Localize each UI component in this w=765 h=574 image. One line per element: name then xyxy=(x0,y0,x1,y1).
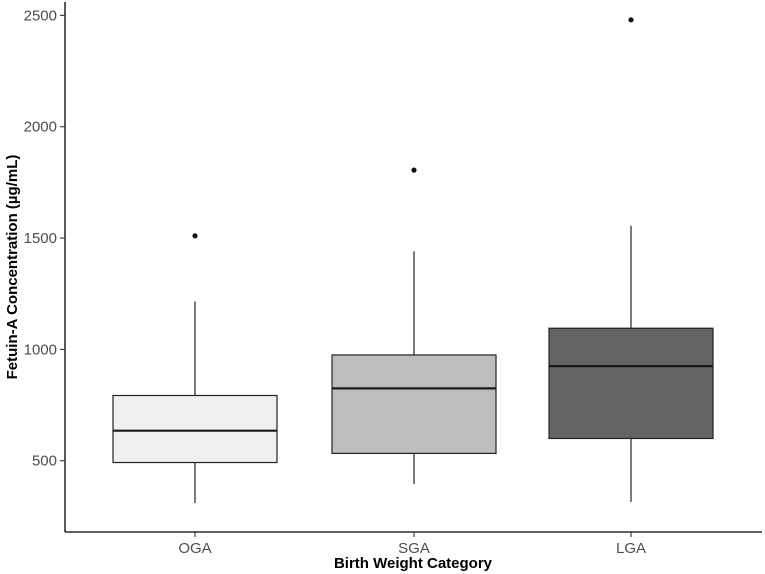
plot-area xyxy=(112,17,714,504)
box-lga xyxy=(548,17,714,502)
y-tick-label: 1000 xyxy=(24,341,57,358)
box-oga xyxy=(112,233,278,504)
y-axis-ticks: 500 1000 1500 2000 2500 xyxy=(24,7,65,470)
x-axis-ticks: OGA SGA LGA xyxy=(178,532,646,557)
box-sga xyxy=(331,167,497,485)
y-tick-label: 2000 xyxy=(24,119,57,136)
box-body xyxy=(112,394,278,464)
outlier-point xyxy=(628,17,634,23)
x-tick-label: LGA xyxy=(616,540,646,557)
y-tick-label: 2500 xyxy=(24,7,57,24)
x-tick-label: OGA xyxy=(178,540,211,557)
outlier-point xyxy=(411,167,417,173)
y-tick-label: 1500 xyxy=(24,230,57,247)
x-axis-title: Birth Weight Category xyxy=(334,555,493,572)
y-tick-label: 500 xyxy=(32,453,57,470)
box-body xyxy=(331,354,497,454)
x-tick-label: SGA xyxy=(398,540,430,557)
outlier-point xyxy=(192,233,198,239)
box-body xyxy=(548,327,714,440)
y-axis-title: Fetuin-A Concentration (µg/mL) xyxy=(4,155,21,380)
